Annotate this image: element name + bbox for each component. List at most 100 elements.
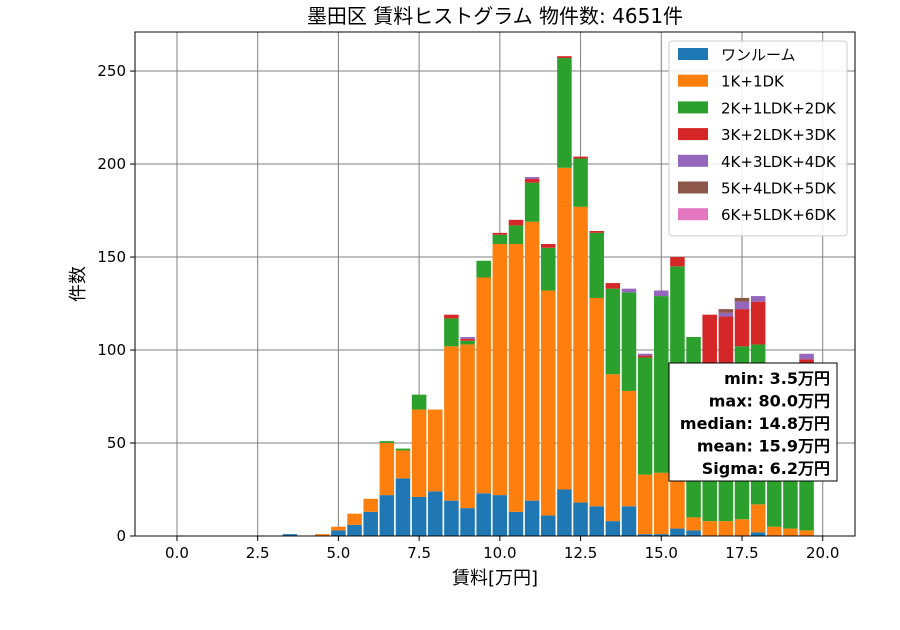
bar-segment [363, 511, 378, 536]
bar-segment [444, 346, 459, 501]
bar-segment [589, 230, 604, 233]
legend-swatch [678, 74, 708, 87]
bar-segment [476, 277, 491, 494]
bar-segment [734, 519, 750, 536]
bar-segment [315, 534, 330, 536]
legend: ワンルーム 1K+1DK 2K+1LDK+2DK 3K+2LDK+3DK 4K+3LDK… [668, 40, 848, 237]
bar-segment [686, 517, 701, 531]
bar-segment [557, 56, 572, 59]
bar-segment [460, 337, 475, 339]
bar-segment [379, 495, 395, 536]
bar-segment [557, 167, 572, 490]
bar-segment [508, 219, 524, 226]
bar-segment [444, 500, 459, 536]
bar-segment [573, 502, 588, 536]
legend-label: 5K+4LDK+5DK [721, 180, 837, 198]
bar-segment [557, 58, 572, 168]
stats-box-frame [668, 362, 838, 482]
bar-segment [541, 515, 556, 536]
bar-segment [541, 290, 556, 516]
bar-segment [767, 526, 782, 536]
bar-segment [395, 478, 411, 536]
stats-line: median: 14.8万円 [680, 414, 830, 433]
stats-line: max: 80.0万円 [709, 392, 830, 411]
bar-segment [621, 292, 637, 391]
bar-segment [637, 353, 653, 356]
bar-segment [654, 534, 669, 536]
plot-border [134, 31, 856, 537]
bar-segment [734, 297, 750, 302]
bar-segment [573, 206, 588, 503]
x-tick-label: 12.5 [564, 544, 597, 562]
bar-segment [783, 528, 798, 536]
bar-segment [750, 504, 766, 533]
bar-segment [637, 534, 653, 536]
bar-segment [589, 506, 604, 536]
bar-segment [799, 530, 814, 536]
bar-segment [573, 156, 588, 159]
bar-segment [524, 182, 540, 222]
bar-segment [428, 409, 443, 492]
chart-title: 墨田区 賃料ヒストグラム 物件数: 4651件 [307, 4, 683, 28]
legend-label: 2K+1LDK+2DK [721, 99, 837, 117]
bar-segment [331, 526, 346, 531]
x-tick-label: 5.0 [326, 544, 350, 562]
x-tick-label: 10.0 [483, 544, 516, 562]
legend-label: ワンルーム [721, 46, 796, 64]
bar-segment [637, 474, 653, 535]
bar-segment [331, 530, 346, 536]
legend-swatch [678, 48, 708, 60]
bar-segment [460, 508, 475, 536]
legend-swatch [678, 154, 708, 167]
bar-segment [460, 344, 475, 509]
bar-segment [750, 301, 766, 345]
y-tick-label: 0 [116, 527, 126, 545]
y-tick-label: 150 [97, 248, 126, 266]
bar-segment [541, 244, 556, 248]
legend-label: 4K+3LDK+4DK [721, 153, 837, 171]
bar-segment [589, 297, 604, 507]
bar-segment [395, 448, 411, 451]
bar-segment [508, 244, 524, 512]
y-tick-label: 100 [97, 341, 126, 359]
bar-segment [605, 288, 621, 375]
bar-segment [799, 353, 814, 360]
axis-ticks: 0.0 2.5 5.0 7.5 10.0 12.5 15.0 17.5 20.0 0 50 100 15… [97, 62, 839, 562]
stats-box: min: 3.5万円 max: 80.0万円 median: 14.8万円 mean:… [668, 362, 838, 482]
x-tick-label: 2.5 [246, 544, 270, 562]
bar-segment [492, 234, 508, 245]
bar-segment [428, 491, 443, 536]
bar-segment [524, 178, 540, 183]
bar-segment [282, 534, 298, 536]
bar-segment [670, 476, 685, 529]
bar-segment [686, 530, 701, 536]
bar-segment [750, 532, 766, 536]
x-tick-label: 7.5 [407, 544, 431, 562]
bar-segment [379, 443, 395, 496]
legend-label: 6K+5LDK+6DK [721, 206, 837, 224]
bar-segment [557, 489, 572, 536]
legend-label: 1K+1DK [721, 73, 785, 91]
stats-line: min: 3.5万円 [724, 369, 830, 388]
bar-segment [347, 513, 362, 525]
bar-segment [654, 290, 669, 297]
bar-segment [476, 260, 491, 278]
y-tick-label: 50 [107, 434, 126, 452]
legend-swatch [678, 101, 708, 114]
bar-segment [605, 283, 621, 289]
bar-segment [411, 496, 427, 536]
bar-segment [363, 498, 378, 512]
y-axis-label: 件数 [68, 266, 89, 302]
x-tick-label: 20.0 [806, 544, 839, 562]
bar-segment [637, 355, 653, 358]
bar-segment [718, 312, 734, 317]
bar-segment [621, 390, 637, 507]
x-tick-label: 15.0 [645, 544, 678, 562]
bar-segment [589, 232, 604, 298]
bar-segment [734, 301, 750, 310]
bar-segment [524, 177, 540, 179]
bar-segment [670, 257, 685, 267]
y-tick-label: 250 [97, 62, 126, 80]
x-tick-label: 0.0 [165, 544, 189, 562]
